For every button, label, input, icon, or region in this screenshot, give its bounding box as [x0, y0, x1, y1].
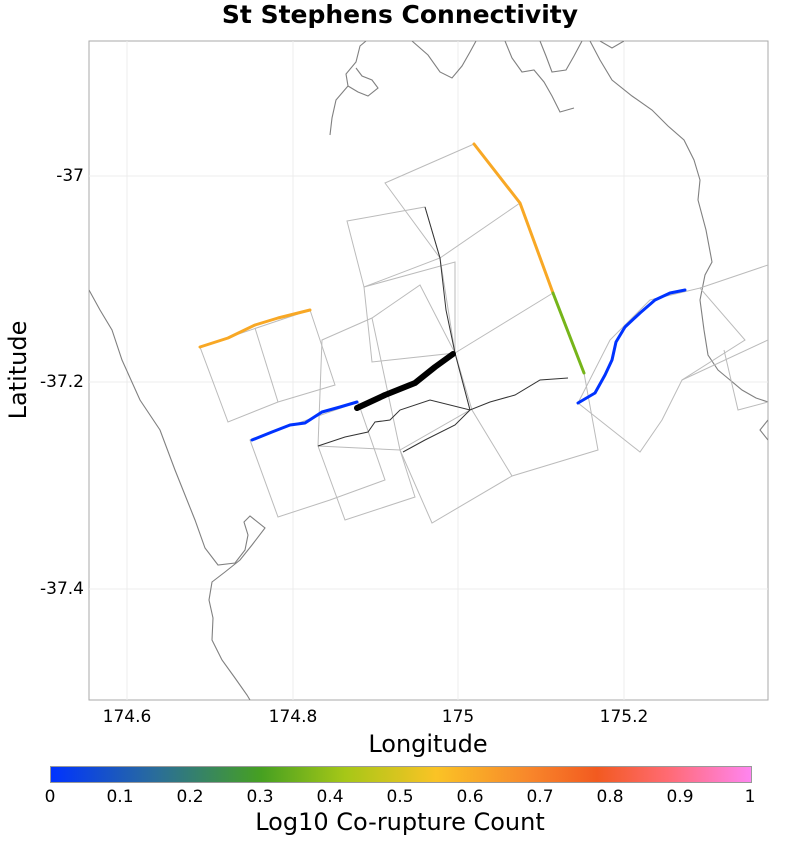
colorbar-tick: 0.3 [246, 787, 274, 807]
colorbar-tick: 0.2 [176, 787, 204, 807]
section-green [551, 291, 586, 375]
section-blue-west [250, 400, 359, 442]
co-rupture-sections [198, 142, 687, 442]
coastline [89, 41, 768, 700]
y-axis-label: Latitude [4, 320, 32, 420]
colorbar-tick: 0.8 [596, 787, 624, 807]
x-tick-label: 174.6 [102, 707, 152, 727]
x-tick-label: 174.8 [268, 707, 318, 727]
colorbar-label: Log10 Co-rupture Count [255, 808, 545, 836]
colorbar-tick: 0.7 [526, 787, 554, 807]
colorbar-tick: 0.5 [386, 787, 414, 807]
section-orange-west [198, 308, 312, 349]
y-tick-label: -37.2 [40, 372, 84, 392]
colorbar-tick: 0.9 [666, 787, 694, 807]
grid-lines [89, 41, 768, 700]
st-stephens-fault [354, 351, 456, 411]
colorbar-tick: 0.6 [456, 787, 484, 807]
colorbar-tick: 0.4 [316, 787, 344, 807]
section-orange-north [472, 142, 555, 295]
colorbar-tick: 1 [744, 787, 756, 807]
colorbar-tick: 0 [44, 787, 56, 807]
y-tick-label: -37.4 [40, 579, 84, 599]
map-title: St Stephens Connectivity [221, 0, 579, 29]
x-tick-label: 175 [441, 707, 475, 727]
colorbar-tick: 0.1 [106, 787, 134, 807]
x-axis-label: Longitude [368, 730, 488, 758]
fault-traces [317, 206, 569, 453]
y-tick-label: -37 [56, 166, 84, 186]
colorbar [50, 766, 752, 783]
section-blue-east [576, 288, 687, 405]
x-tick-label: 175.2 [599, 707, 649, 727]
